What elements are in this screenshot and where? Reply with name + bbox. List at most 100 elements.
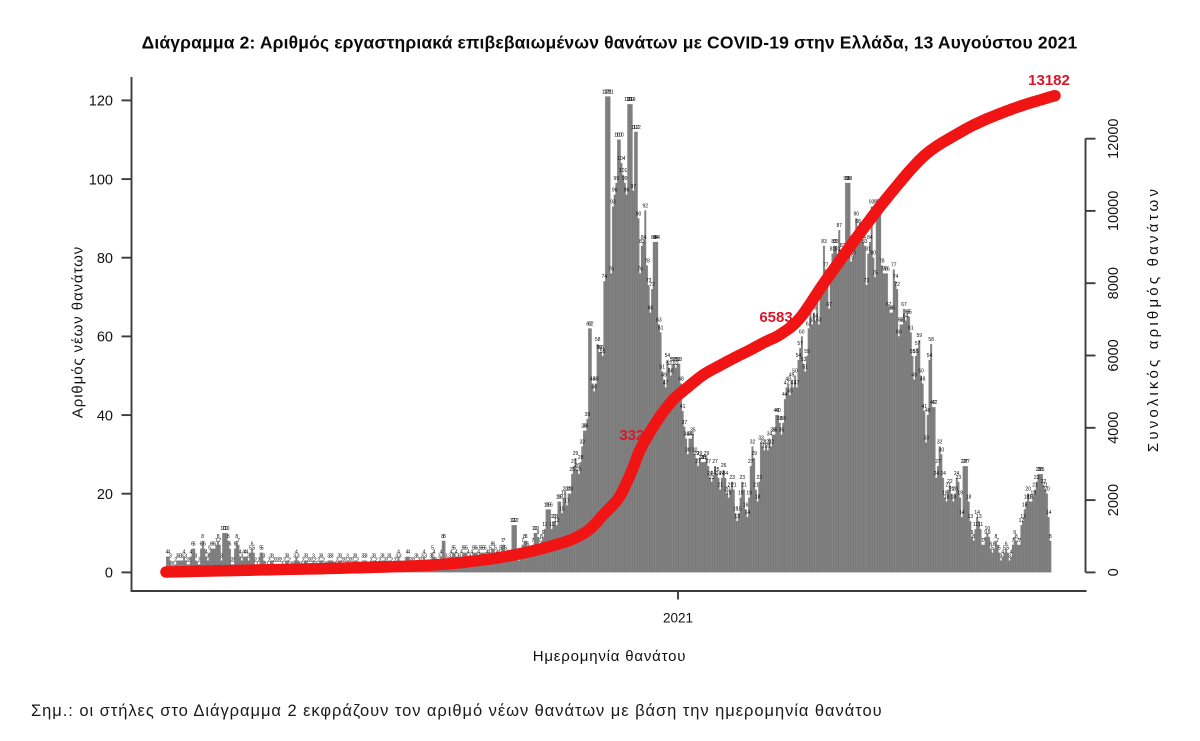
svg-text:24: 24 [719,471,725,477]
svg-text:9: 9 [988,530,991,536]
svg-text:2: 2 [309,557,312,563]
svg-text:28: 28 [578,455,584,461]
svg-text:3: 3 [355,554,358,560]
svg-text:84: 84 [867,235,873,241]
svg-text:3: 3 [399,554,402,560]
svg-text:75: 75 [872,270,878,276]
svg-text:2: 2 [174,557,177,563]
svg-text:44: 44 [782,392,788,398]
svg-text:110: 110 [616,133,624,139]
svg-text:20: 20 [563,487,569,493]
svg-text:76: 76 [882,266,888,272]
svg-text:39: 39 [585,412,591,418]
svg-text:55: 55 [913,349,919,355]
svg-text:8: 8 [443,534,446,540]
svg-text:84: 84 [651,235,657,241]
svg-text:Συνολικός αριθμός θανάτων: Συνολικός αριθμός θανάτων [1145,186,1162,452]
svg-text:2: 2 [336,557,339,563]
svg-text:4: 4 [183,550,186,556]
svg-text:55: 55 [910,349,916,355]
svg-text:6: 6 [229,542,232,548]
svg-text:53: 53 [675,357,681,363]
svg-text:5: 5 [494,546,497,552]
svg-text:16: 16 [743,502,749,508]
svg-text:2: 2 [344,557,347,563]
svg-text:119: 119 [624,97,632,103]
svg-text:64: 64 [813,314,819,320]
svg-text:47: 47 [784,380,790,386]
svg-text:0: 0 [105,566,113,582]
svg-text:3: 3 [297,554,300,560]
svg-text:23: 23 [709,475,715,481]
svg-text:58: 58 [595,337,601,343]
svg-text:5: 5 [465,546,468,552]
svg-text:15: 15 [733,506,739,512]
svg-text:13: 13 [968,514,974,520]
svg-text:40: 40 [97,408,113,424]
svg-text:3: 3 [312,554,315,560]
svg-text:3: 3 [339,554,342,560]
svg-text:8: 8 [523,534,526,540]
svg-text:11: 11 [549,522,554,528]
svg-text:3: 3 [263,554,266,560]
svg-text:16: 16 [1022,502,1028,508]
svg-text:4: 4 [407,550,410,556]
svg-text:20: 20 [1044,487,1050,493]
svg-text:10: 10 [532,526,538,532]
svg-text:99: 99 [843,176,849,182]
svg-text:5: 5 [998,546,1001,552]
svg-text:32: 32 [763,439,769,445]
svg-text:4: 4 [487,550,490,556]
svg-text:20: 20 [1025,487,1031,493]
svg-text:4: 4 [166,550,169,556]
svg-text:49: 49 [911,373,917,379]
svg-text:56: 56 [597,345,603,351]
svg-text:4: 4 [450,550,453,556]
svg-text:64: 64 [903,314,909,320]
svg-text:63: 63 [809,318,815,324]
svg-text:47: 47 [663,380,669,386]
svg-text:14: 14 [959,510,965,516]
svg-text:4: 4 [189,550,192,556]
svg-text:18: 18 [755,495,761,501]
svg-text:74: 74 [893,274,899,280]
svg-text:2: 2 [254,557,257,563]
svg-text:30: 30 [685,447,691,453]
svg-text:3: 3 [338,554,341,560]
svg-text:28: 28 [699,455,705,461]
svg-text:6: 6 [526,542,529,548]
svg-text:3: 3 [346,554,349,560]
svg-text:13: 13 [1020,514,1026,520]
svg-text:2: 2 [370,557,373,563]
svg-text:21: 21 [741,483,747,489]
svg-text:87: 87 [837,223,843,229]
svg-text:18: 18 [1024,495,1030,501]
svg-text:27: 27 [935,459,941,465]
svg-text:4: 4 [477,550,480,556]
svg-text:34: 34 [687,432,693,438]
svg-text:3: 3 [176,554,179,560]
svg-text:29: 29 [751,451,757,457]
svg-text:84: 84 [653,235,659,241]
svg-text:21: 21 [717,483,723,489]
svg-text:78: 78 [879,259,885,265]
svg-text:9: 9 [971,530,974,536]
svg-text:2: 2 [230,557,233,563]
svg-text:61: 61 [908,325,914,331]
svg-text:19: 19 [957,491,963,497]
svg-text:97: 97 [631,184,637,190]
svg-text:99: 99 [845,176,851,182]
svg-text:7: 7 [215,538,218,544]
svg-text:48: 48 [785,377,791,383]
svg-text:6: 6 [212,542,215,548]
svg-text:48: 48 [590,377,596,383]
svg-text:2: 2 [348,557,351,563]
svg-text:40: 40 [925,408,931,414]
svg-text:7: 7 [1017,538,1020,544]
svg-text:24: 24 [711,471,717,477]
svg-text:9: 9 [1013,530,1016,536]
svg-text:66: 66 [648,306,654,312]
svg-text:61: 61 [658,325,664,331]
svg-text:3: 3 [1000,554,1003,560]
svg-text:25: 25 [569,467,575,473]
